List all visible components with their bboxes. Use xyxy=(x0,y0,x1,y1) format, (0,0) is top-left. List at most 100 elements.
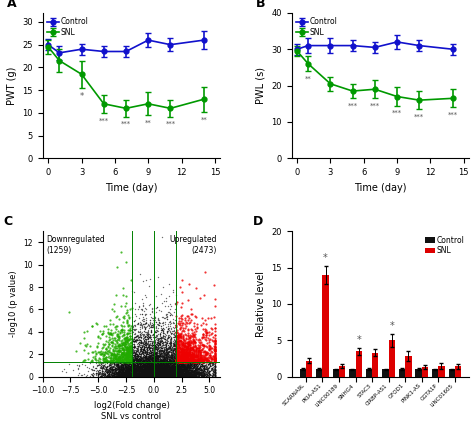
Point xyxy=(211,357,219,364)
Point xyxy=(142,373,150,380)
Point xyxy=(95,362,103,369)
Point xyxy=(83,340,91,347)
Point xyxy=(144,363,151,370)
Point xyxy=(176,336,184,343)
Point xyxy=(175,361,183,368)
Point xyxy=(194,357,202,364)
Point xyxy=(167,358,174,365)
Point xyxy=(157,373,164,380)
Point xyxy=(136,360,144,367)
Point xyxy=(138,366,146,373)
Point xyxy=(160,330,168,337)
Point xyxy=(178,366,185,372)
Point xyxy=(117,359,124,366)
Point xyxy=(134,360,141,367)
Point xyxy=(115,353,123,360)
Point xyxy=(211,366,219,373)
Point xyxy=(155,370,163,377)
Point xyxy=(153,373,160,380)
Point xyxy=(165,354,173,361)
Point xyxy=(126,352,134,359)
Point xyxy=(136,372,143,379)
Point xyxy=(142,372,149,379)
Point xyxy=(159,332,166,339)
Point xyxy=(165,363,173,370)
Point xyxy=(178,360,185,366)
Point xyxy=(170,360,177,367)
Point xyxy=(139,348,147,355)
Point xyxy=(191,349,198,356)
Point xyxy=(143,369,151,375)
Point xyxy=(140,372,147,379)
Point xyxy=(150,324,157,331)
Point xyxy=(155,360,163,367)
Point xyxy=(128,369,136,376)
Point xyxy=(179,363,186,369)
Point xyxy=(145,354,153,360)
Point xyxy=(157,371,164,377)
Point xyxy=(170,371,177,378)
Point xyxy=(164,327,172,334)
Point xyxy=(159,356,166,363)
Point xyxy=(132,356,139,363)
Point xyxy=(157,334,165,341)
Point xyxy=(173,333,180,339)
Point xyxy=(118,365,125,372)
Point xyxy=(166,372,174,379)
Point xyxy=(132,370,139,377)
Point xyxy=(141,372,149,379)
Point xyxy=(146,360,153,367)
Point xyxy=(156,369,164,376)
Point xyxy=(180,348,187,355)
Point xyxy=(122,368,129,375)
Point xyxy=(174,370,182,377)
Point xyxy=(155,369,163,376)
Point xyxy=(149,369,157,375)
Point xyxy=(174,358,182,365)
Point xyxy=(189,367,196,374)
Point xyxy=(166,319,173,326)
Point xyxy=(160,355,168,362)
Point xyxy=(190,358,198,365)
Point xyxy=(183,372,191,379)
Point xyxy=(188,373,196,380)
Point xyxy=(151,372,159,379)
Point xyxy=(182,360,190,367)
Point xyxy=(147,370,155,377)
Point xyxy=(149,351,157,358)
Point xyxy=(186,369,193,375)
Point xyxy=(159,361,167,368)
Point xyxy=(143,330,151,336)
Point xyxy=(178,372,186,378)
Point xyxy=(126,343,134,350)
Bar xyxy=(366,369,372,377)
Point xyxy=(165,373,173,380)
Point xyxy=(171,351,178,358)
Point xyxy=(169,367,176,374)
Point xyxy=(109,357,117,363)
Point xyxy=(179,372,186,379)
Point xyxy=(143,365,151,372)
Point xyxy=(175,348,182,355)
Point xyxy=(159,365,166,372)
Point xyxy=(205,355,213,362)
Point xyxy=(140,322,148,329)
Point xyxy=(121,372,129,379)
Point xyxy=(154,359,162,366)
Point xyxy=(177,367,185,374)
Point xyxy=(183,366,191,373)
Point xyxy=(138,359,146,366)
Point xyxy=(146,370,154,377)
Point xyxy=(178,355,185,362)
Point xyxy=(137,369,145,375)
Point xyxy=(178,346,185,353)
Point xyxy=(120,355,128,362)
Point xyxy=(135,372,143,378)
Point xyxy=(178,372,185,379)
Point xyxy=(186,373,193,380)
Point xyxy=(135,349,143,356)
Point xyxy=(96,369,104,375)
Point xyxy=(127,363,135,370)
Point xyxy=(176,368,183,374)
Point xyxy=(152,370,160,377)
